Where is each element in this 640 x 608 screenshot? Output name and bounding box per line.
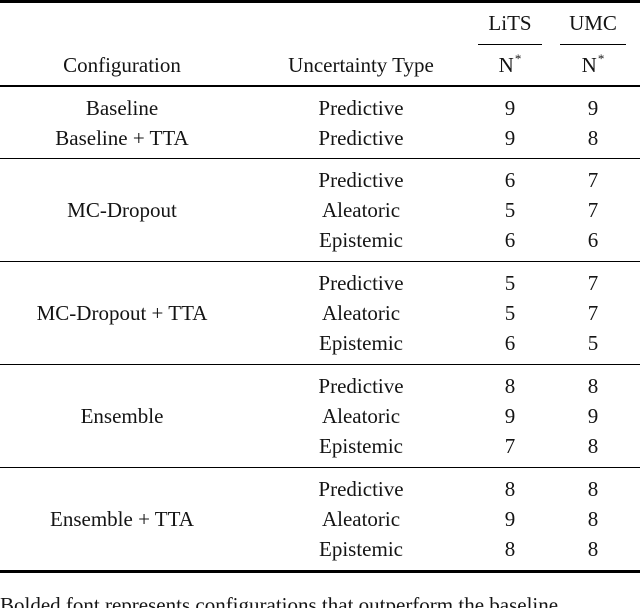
uncertainty-cell: Epistemic [319, 537, 403, 561]
lits-value-cell: 9 [504, 404, 516, 428]
umc-value-cell: 9 [587, 404, 599, 428]
lits-value-cell: 6 [504, 331, 516, 355]
umc-value-cell: 7 [587, 301, 599, 325]
lits-value-cell: 8 [504, 477, 516, 501]
group-ensemble: Ensemble Predictive 8 8 Aleatoric 9 9 Ep… [0, 365, 640, 468]
group-baseline: Baseline Predictive 9 9 Baseline + TTA P… [0, 87, 640, 159]
uncertainty-cell: Predictive [318, 477, 404, 501]
dataset-header-lits: LiTS [478, 3, 542, 45]
lits-value-cell: 6 [504, 168, 516, 192]
umc-value-cell: 8 [587, 507, 599, 531]
umc-value-cell: 5 [587, 331, 599, 355]
column-header-row: Configuration Uncertainty Type N * N * [0, 45, 640, 87]
uncertainty-cell: Epistemic [319, 434, 403, 458]
spacer [244, 3, 478, 45]
lits-value-cell: 5 [504, 198, 516, 222]
config-cell: Ensemble + TTA [50, 507, 194, 531]
spacer [626, 45, 640, 85]
lits-value-cell: 9 [504, 507, 516, 531]
dataset-header-umc: UMC [560, 3, 626, 45]
lits-value-cell: 9 [504, 95, 516, 120]
uncertainty-cell: Predictive [318, 374, 404, 398]
uncertainty-cell: Predictive [318, 95, 404, 120]
metric-superscript: * [597, 51, 605, 67]
dataset-label: LiTS [488, 11, 532, 35]
config-cell: MC-Dropout + TTA [36, 301, 208, 325]
dataset-header-row: LiTS UMC [0, 3, 640, 45]
table-top-rule [0, 0, 640, 3]
lits-value-cell: 8 [504, 374, 516, 398]
group-mc-dropout: MC-Dropout Predictive 6 7 Aleatoric 5 7 … [0, 159, 640, 262]
lits-value-cell: 5 [504, 271, 516, 295]
spacer [542, 3, 560, 45]
group-ensemble-tta: Ensemble + TTA Predictive 8 8 Aleatoric … [0, 468, 640, 573]
lits-value-cell: 5 [504, 301, 516, 325]
column-header-n-lits: N * [478, 45, 542, 85]
lits-value-cell: 8 [504, 537, 516, 561]
uncertainty-cell: Aleatoric [321, 404, 401, 428]
column-header-n-umc: N * [560, 45, 626, 85]
umc-value-cell: 8 [587, 434, 599, 458]
metric-label: N [498, 52, 514, 77]
config-cell: MC-Dropout [67, 198, 177, 222]
metric-superscript: * [514, 51, 522, 67]
caption-fragment: Bolded font represents configurations th… [0, 592, 564, 608]
lits-value-cell: 9 [504, 125, 516, 150]
umc-value-cell: 8 [587, 537, 599, 561]
config-cell: Baseline [85, 95, 159, 120]
uncertainty-cell: Epistemic [319, 331, 403, 355]
uncertainty-cell: Aleatoric [321, 507, 401, 531]
group-mc-dropout-tta: MC-Dropout + TTA Predictive 5 7 Aleatori… [0, 262, 640, 365]
umc-value-cell: 7 [587, 271, 599, 295]
uncertainty-cell: Aleatoric [321, 198, 401, 222]
umc-value-cell: 6 [587, 228, 599, 252]
umc-value-cell: 7 [587, 168, 599, 192]
metric-label: N [581, 52, 597, 77]
config-cell: Ensemble [80, 404, 164, 428]
config-cell: Baseline + TTA [55, 125, 189, 150]
umc-value-cell: 7 [587, 198, 599, 222]
dataset-label: UMC [569, 11, 617, 35]
uncertainty-cell: Predictive [318, 125, 404, 150]
spacer [626, 3, 640, 45]
umc-value-cell: 8 [587, 374, 599, 398]
column-header-uncertainty-type: Uncertainty Type [288, 52, 434, 77]
lits-value-cell: 6 [504, 228, 516, 252]
uncertainty-cell: Aleatoric [321, 301, 401, 325]
uncertainty-cell: Predictive [318, 271, 404, 295]
umc-value-cell: 8 [587, 477, 599, 501]
column-header-configuration: Configuration [63, 52, 181, 77]
spacer [542, 45, 560, 85]
spacer [0, 3, 244, 45]
uncertainty-cell: Epistemic [319, 228, 403, 252]
lits-value-cell: 7 [504, 434, 516, 458]
results-table: LiTS UMC Configuration Uncertainty Type … [0, 0, 640, 573]
umc-value-cell: 8 [587, 125, 599, 150]
uncertainty-cell: Predictive [318, 168, 404, 192]
umc-value-cell: 9 [587, 95, 599, 120]
